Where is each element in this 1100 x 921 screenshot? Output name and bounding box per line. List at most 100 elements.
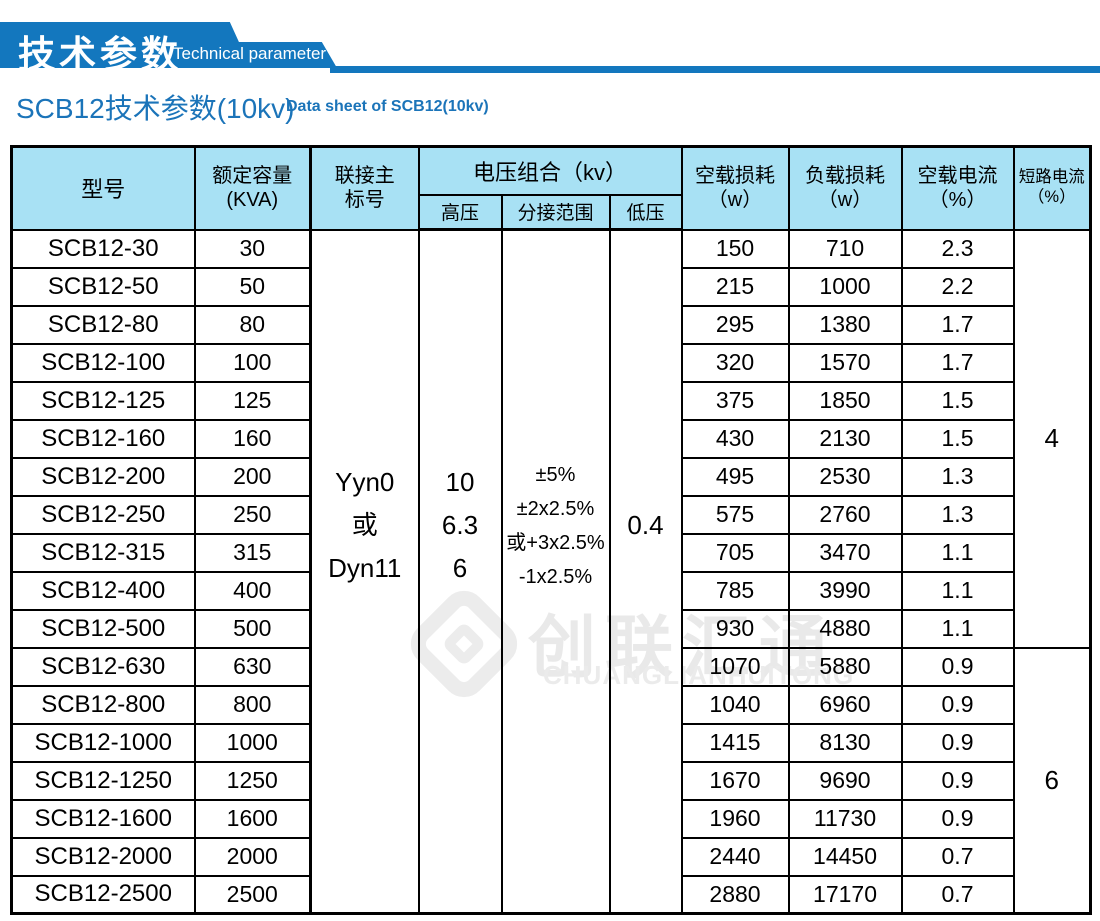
table-row: SCB12-1000 1000 1415 8130 0.9 xyxy=(10,722,1091,763)
header-no-load-loss-line1: 空载损耗 xyxy=(695,165,776,188)
no-load-current-cell: 0.7 xyxy=(900,874,1015,915)
no-load-current-cell: 1.5 xyxy=(900,418,1015,459)
no-load-loss-cell: 930 xyxy=(680,608,790,649)
header-hv: 高压 xyxy=(417,193,503,231)
kva-cell: 2000 xyxy=(193,836,312,877)
load-loss-cell: 17170 xyxy=(787,874,903,915)
hv-line: 10 xyxy=(445,467,475,497)
no-load-loss-cell: 215 xyxy=(680,266,790,307)
kva-cell: 800 xyxy=(193,684,312,725)
no-load-current-cell: 0.7 xyxy=(900,836,1015,877)
kva-cell: 1250 xyxy=(193,760,312,801)
parameters-table-wrap: 型号 额定容量 (KVA) 联接主 标号 电压组合（kv） 空载损耗 （w） xyxy=(10,145,1093,915)
kva-cell: 2500 xyxy=(193,874,312,915)
vector-line: Dyn11 xyxy=(328,552,402,583)
load-loss-cell: 2760 xyxy=(787,494,903,535)
model-cell: SCB12-200 xyxy=(10,456,196,497)
no-load-current-cell: 0.9 xyxy=(900,798,1015,839)
header-vector-line1: 联接主 xyxy=(334,165,395,188)
no-load-current-cell: 0.9 xyxy=(900,684,1015,725)
page-subtitle-en: Data sheet of SCB12(10kv) xyxy=(286,98,489,115)
header-short-circuit-current: 短路电流 （%） xyxy=(1012,145,1092,231)
header-no-load-current: 空载电流 （%） xyxy=(900,145,1015,231)
no-load-current-cell: 1.3 xyxy=(900,456,1015,497)
model-cell: SCB12-100 xyxy=(10,342,196,383)
header-vector: 联接主 标号 xyxy=(309,145,420,231)
no-load-current-cell: 1.7 xyxy=(900,342,1015,383)
tap-line: ±2x2.5% xyxy=(516,497,595,520)
no-load-loss-cell: 1670 xyxy=(680,760,790,801)
kva-cell: 160 xyxy=(193,418,312,459)
short-circuit-cell: 4 xyxy=(1012,228,1092,649)
header-short-circuit-line1: 短路电流 xyxy=(1018,168,1085,187)
table-row: SCB12-400 400 785 3990 1.1 xyxy=(10,570,1091,611)
model-cell: SCB12-80 xyxy=(10,304,196,345)
kva-cell: 1600 xyxy=(193,798,312,839)
table-row: SCB12-2500 2500 2880 17170 0.7 xyxy=(10,874,1091,915)
kva-cell: 315 xyxy=(193,532,312,573)
tap-line: -1x2.5% xyxy=(518,565,593,588)
no-load-current-cell: 2.2 xyxy=(900,266,1015,307)
header-tap-range: 分接范围 xyxy=(500,193,611,231)
model-cell: SCB12-50 xyxy=(10,266,196,307)
no-load-current-cell: 0.9 xyxy=(900,760,1015,801)
kva-cell: 400 xyxy=(193,570,312,611)
page-subtitle-cn: SCB12技术参数(10kv) xyxy=(16,93,295,124)
no-load-loss-cell: 2440 xyxy=(680,836,790,877)
header-load-loss-line1: 负载损耗 xyxy=(805,165,886,188)
table-row: SCB12-800 800 1040 6960 0.9 xyxy=(10,684,1091,725)
load-loss-cell: 14450 xyxy=(787,836,903,877)
table-row: SCB12-1600 1600 1960 11730 0.9 xyxy=(10,798,1091,839)
kva-cell: 1000 xyxy=(193,722,312,763)
banner-title-cn: 技术参数 xyxy=(18,34,182,75)
load-loss-cell: 11730 xyxy=(787,798,903,839)
load-loss-cell: 1000 xyxy=(787,266,903,307)
header-capacity: 额定容量 (KVA) xyxy=(193,145,312,231)
table-row: SCB12-630 630 1070 5880 0.9 6 xyxy=(10,646,1092,915)
hv-line: 6 xyxy=(452,553,468,583)
table-row: SCB12-100 100 320 1570 1.7 xyxy=(10,342,1091,383)
table-row: SCB12-50 50 215 1000 2.2 xyxy=(10,266,1091,307)
table-row: SCB12-1250 1250 1670 9690 0.9 xyxy=(10,760,1091,801)
table-row: SCB12-250 250 575 2760 1.3 xyxy=(10,494,1091,535)
no-load-loss-cell: 705 xyxy=(680,532,790,573)
model-cell: SCB12-2500 xyxy=(10,874,196,915)
no-load-current-cell: 0.9 xyxy=(900,722,1015,763)
load-loss-cell: 3470 xyxy=(787,532,903,573)
header-row-1: 型号 额定容量 (KVA) 联接主 标号 电压组合（kv） 空载损耗 （w） xyxy=(10,145,1092,231)
no-load-loss-cell: 2880 xyxy=(680,874,790,915)
table-row: SCB12-125 125 375 1850 1.5 xyxy=(10,380,1091,421)
no-load-current-cell: 2.3 xyxy=(900,228,1015,269)
header-banner-strip xyxy=(330,66,1100,73)
hv-line: 6.3 xyxy=(441,510,479,540)
hv-cell: 10 6.3 6 xyxy=(417,228,503,915)
banner-title-en: Technical parameter xyxy=(173,44,327,63)
kva-cell: 200 xyxy=(193,456,312,497)
header-short-circuit-line2: （%） xyxy=(1027,188,1076,207)
vector-group-cell: Yyn0 或 Dyn11 xyxy=(309,228,420,915)
model-cell: SCB12-250 xyxy=(10,494,196,535)
no-load-current-cell: 1.1 xyxy=(900,570,1015,611)
load-loss-cell: 710 xyxy=(787,228,903,269)
header-model: 型号 xyxy=(10,145,196,231)
header-no-load-loss: 空载损耗 （w） xyxy=(680,145,790,231)
model-cell: SCB12-315 xyxy=(10,532,196,573)
model-cell: SCB12-30 xyxy=(10,228,196,269)
model-cell: SCB12-160 xyxy=(10,418,196,459)
model-cell: SCB12-1250 xyxy=(10,760,196,801)
no-load-current-cell: 1.7 xyxy=(900,304,1015,345)
model-cell: SCB12-1000 xyxy=(10,722,196,763)
kva-cell: 125 xyxy=(193,380,312,421)
table-row: SCB12-80 80 295 1380 1.7 xyxy=(10,304,1091,345)
load-loss-cell: 2530 xyxy=(787,456,903,497)
no-load-loss-cell: 785 xyxy=(680,570,790,611)
parameters-table: 型号 额定容量 (KVA) 联接主 标号 电压组合（kv） 空载损耗 （w） xyxy=(10,145,1093,915)
model-cell: SCB12-2000 xyxy=(10,836,196,877)
no-load-current-cell: 1.5 xyxy=(900,380,1015,421)
table-row: SCB12-200 200 495 2530 1.3 xyxy=(10,456,1091,497)
model-cell: SCB12-1600 xyxy=(10,798,196,839)
kva-cell: 250 xyxy=(193,494,312,535)
header-lv: 低压 xyxy=(608,193,683,231)
model-cell: SCB12-800 xyxy=(10,684,196,725)
